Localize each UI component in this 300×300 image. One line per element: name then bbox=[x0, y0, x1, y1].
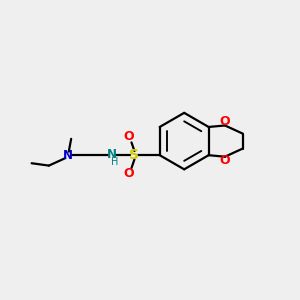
Text: S: S bbox=[130, 148, 140, 162]
Text: O: O bbox=[123, 130, 134, 143]
Text: H: H bbox=[111, 157, 118, 167]
Text: N: N bbox=[107, 148, 117, 161]
Text: N: N bbox=[63, 149, 73, 162]
Text: O: O bbox=[220, 115, 230, 128]
Text: O: O bbox=[123, 167, 134, 180]
Text: O: O bbox=[220, 154, 230, 167]
